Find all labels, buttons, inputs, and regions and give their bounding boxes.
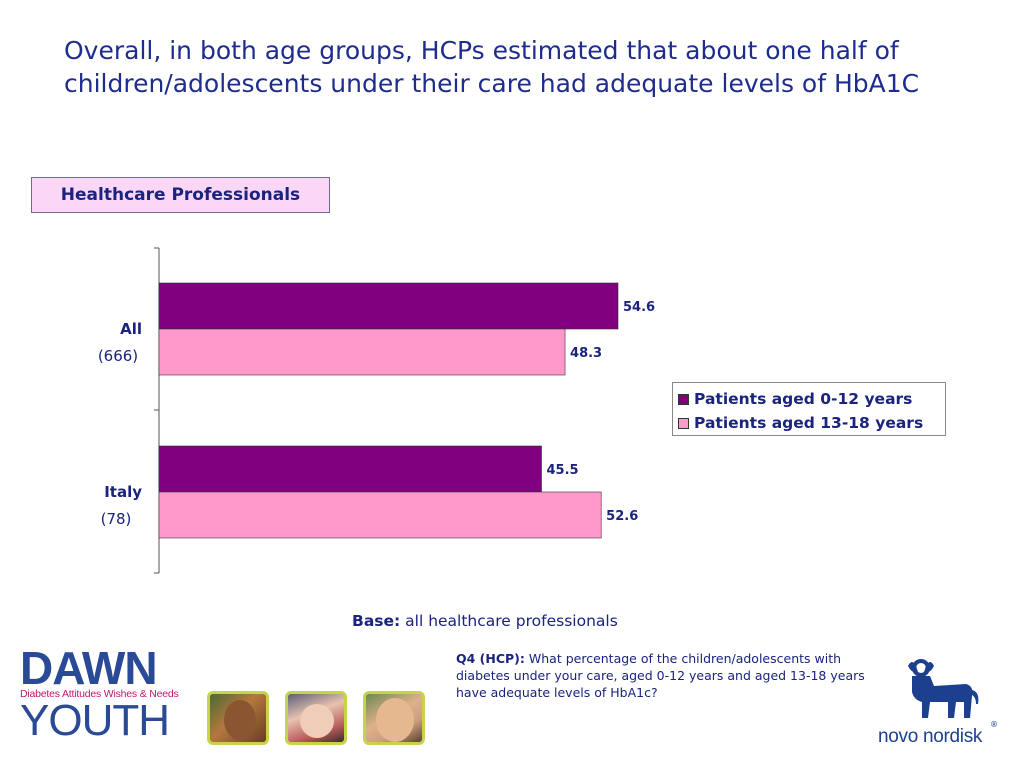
dawn-tagline: Diabetes Attitudes Wishes & Needs [20,688,179,700]
bar-all-series-0 [158,282,619,330]
category-sublabel-all: (666) [98,347,138,365]
bar-all-series-1 [158,328,566,376]
chart-legend: Patients aged 0-12 years Patients aged 1… [672,382,946,436]
legend-swatch-0-12 [678,393,689,405]
data-label-italy-series-0: 45.5 [547,463,579,478]
child-photo-2 [285,691,347,745]
data-label-all-series-1: 48.3 [570,346,602,361]
data-label-italy-series-1: 52.6 [606,509,638,524]
child-photo-3 [363,691,425,745]
respondent-group-label: Healthcare Professionals [31,177,330,213]
dawn-wordmark: DAWN [20,642,158,694]
legend-label-13-18: Patients aged 13-18 years [694,414,924,432]
dawn-youth-logo: DAWN Diabetes Attitudes Wishes & Needs Y… [20,642,190,746]
base-note: Base: all healthcare professionals [352,612,618,630]
category-label-italy: Italy [104,483,142,501]
novo-nordisk-wordmark: novo nordisk [878,726,983,747]
data-label-all-series-0: 54.6 [623,300,655,315]
bar-italy-series-0 [158,445,542,493]
slide-title: Overall, in both age groups, HCPs estima… [64,36,920,98]
category-label-all: All [120,320,142,338]
youth-wordmark: YOUTH [20,696,170,745]
question-label: Q4 (HCP): [456,651,525,666]
child-photo-1 [207,691,269,745]
legend-item-0-12: Patients aged 0-12 years [678,387,945,411]
apis-bull-icon [908,659,979,718]
question-text: What percentage of the children/adolesce… [456,651,865,700]
legend-label-0-12: Patients aged 0-12 years [694,390,913,408]
bar-italy-series-1 [158,491,602,539]
category-sublabel-italy: (78) [101,510,132,528]
base-text: all healthcare professionals [405,612,618,630]
novo-nordisk-logo: novo nordisk ® [878,656,1002,748]
registered-mark: ® [990,720,998,729]
legend-swatch-13-18 [678,417,689,429]
legend-item-13-18: Patients aged 13-18 years [678,411,945,435]
bar-chart: 54.6 48.3 All (666) 45.5 52.6 Italy (78) [98,247,655,574]
base-label: Base: [352,612,401,630]
question-note: Q4 (HCP): What percentage of the childre… [456,650,886,701]
